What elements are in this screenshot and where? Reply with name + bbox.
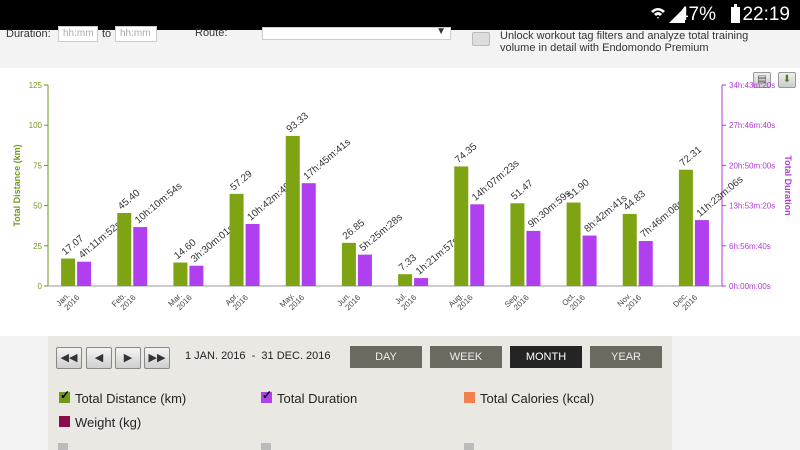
duration-data-label: 11h:23m:06s xyxy=(695,174,746,219)
battery-icon xyxy=(731,4,740,23)
distance-bar xyxy=(341,242,356,286)
legend-color-box xyxy=(261,392,272,403)
left-tick-label: 50 xyxy=(33,202,42,211)
distance-bar xyxy=(510,203,525,286)
distance-data-label: 57.29 xyxy=(228,168,255,193)
period-year-button[interactable]: YEAR xyxy=(590,346,662,368)
duration-bar xyxy=(638,241,653,286)
distance-data-label: 74.35 xyxy=(453,141,480,166)
dropdown-arrow-icon: ▼ xyxy=(436,26,446,37)
date-range: 1 JAN. 2016 - 31 DEC. 2016 xyxy=(185,350,331,362)
distance-data-label: 72.31 xyxy=(678,144,705,169)
next-page-button[interactable]: ▶ xyxy=(115,347,141,369)
duration-bar xyxy=(414,278,429,286)
duration-label: Duration: xyxy=(6,28,51,40)
prev-page-button[interactable]: ◀ xyxy=(86,347,112,369)
first-page-button[interactable]: ◀◀ xyxy=(56,347,82,369)
distance-data-label: 51.90 xyxy=(565,177,592,202)
duration-data-label: 1h:21m:57s xyxy=(414,235,461,277)
legend-label: Total Calories (kcal) xyxy=(480,391,595,406)
wifi-icon xyxy=(651,8,665,19)
chart-area: ▤ ⬇ 0 25 50 75 100 125 0h:00m:00s 6h:56m:40s 13h… xyxy=(0,68,800,336)
legend-color-box xyxy=(59,416,70,427)
duration-bar xyxy=(470,204,485,286)
clock: 22:19 xyxy=(742,4,790,25)
status-bar: 47% 22:19 xyxy=(0,0,800,30)
left-tick-label: 125 xyxy=(29,81,43,90)
right-tick-label: 6h:56m:40s xyxy=(729,242,771,251)
premium-upsell-text[interactable]: Unlock workout tag filters and analyze t… xyxy=(500,30,749,54)
signal-icon xyxy=(669,7,685,23)
right-tick-label: 0h:00m:00s xyxy=(729,282,771,291)
distance-bar xyxy=(398,274,413,286)
battery-percent: 47% xyxy=(677,4,716,25)
period-month-button[interactable]: MONTH xyxy=(510,346,582,368)
duration-bar xyxy=(357,254,372,286)
duration-bar xyxy=(77,261,92,286)
duration-data-label: 10h:10m:54s xyxy=(133,181,184,227)
distance-data-label: 51.47 xyxy=(509,178,536,203)
right-tick-label: 20h:50m:00s xyxy=(729,161,775,170)
period-week-button[interactable]: WEEK xyxy=(430,346,502,368)
left-tick-label: 0 xyxy=(38,282,43,291)
period-day-button[interactable]: DAY xyxy=(350,346,422,368)
right-axis-title: Total Duration xyxy=(783,155,793,215)
distance-bar xyxy=(61,258,76,286)
premium-lock-icon xyxy=(472,32,490,46)
duration-data-label: 17h:45m:41s xyxy=(302,137,353,183)
distance-bar xyxy=(285,135,300,286)
legend-label: Total Duration xyxy=(277,391,358,406)
duration-data-label: 5h:25m:28s xyxy=(358,212,405,254)
left-tick-label: 100 xyxy=(29,121,43,130)
distance-data-label: 44.83 xyxy=(622,188,649,213)
duration-data-label: 8h:42m:41s xyxy=(582,193,629,235)
distance-bar xyxy=(454,166,469,286)
distance-data-label: 26.85 xyxy=(341,217,368,242)
distance-duration-chart: 0 25 50 75 100 125 0h:00m:00s 6h:56m:40s 13h:53m… xyxy=(12,81,793,312)
duration-bar xyxy=(133,227,148,286)
route-select[interactable]: ▼ xyxy=(262,26,451,40)
left-tick-label: 25 xyxy=(33,242,42,251)
legend-label: Weight (kg) xyxy=(75,415,142,430)
distance-data-label: 45.40 xyxy=(116,188,143,213)
checkbox-icon[interactable] xyxy=(464,443,474,450)
legend-label: Total Distance (km) xyxy=(75,391,187,406)
print-icon[interactable]: ▤ xyxy=(753,72,771,88)
duration-data-label: 7h:46m:08s xyxy=(639,198,686,240)
right-tick-label: 27h:46m:40s xyxy=(729,121,775,130)
duration-bar xyxy=(526,230,541,286)
last-page-button[interactable]: ▶▶ xyxy=(144,347,170,369)
download-icon[interactable]: ⬇ xyxy=(778,72,796,88)
legend-color-box xyxy=(59,392,70,403)
checkbox-icon[interactable] xyxy=(58,443,68,450)
to-label: to xyxy=(102,28,112,40)
route-label: Route: xyxy=(195,27,228,39)
duration-bar xyxy=(189,265,204,286)
check-icon: ✓ xyxy=(262,388,273,402)
chart-controls: ◀◀ ◀ ▶ ▶▶ 1 JAN. 2016 - 31 DEC. 2016 DAY… xyxy=(48,336,672,450)
duration-to-input[interactable]: hh:mm xyxy=(115,26,157,42)
distance-data-label: 93.33 xyxy=(285,110,312,135)
check-icon: ✓ xyxy=(60,388,71,402)
distance-bar xyxy=(622,213,637,286)
duration-bar xyxy=(301,183,316,286)
duration-from-input[interactable]: hh:mm xyxy=(58,26,98,42)
duration-bar xyxy=(245,223,260,286)
left-tick-label: 75 xyxy=(33,161,42,170)
left-axis-title: Total Distance (km) xyxy=(12,144,22,226)
checkbox-icon[interactable] xyxy=(261,443,271,450)
duration-bar xyxy=(694,220,709,286)
distance-bar xyxy=(566,202,581,286)
distance-bar xyxy=(678,169,693,286)
right-tick-label: 34h:43m:20s xyxy=(729,81,775,90)
legend-color-box xyxy=(464,392,475,403)
distance-bar xyxy=(117,212,132,286)
right-tick-label: 13h:53m:20s xyxy=(729,202,775,211)
duration-bar xyxy=(582,235,597,286)
distance-bar xyxy=(173,262,188,286)
distance-bar xyxy=(229,193,244,286)
